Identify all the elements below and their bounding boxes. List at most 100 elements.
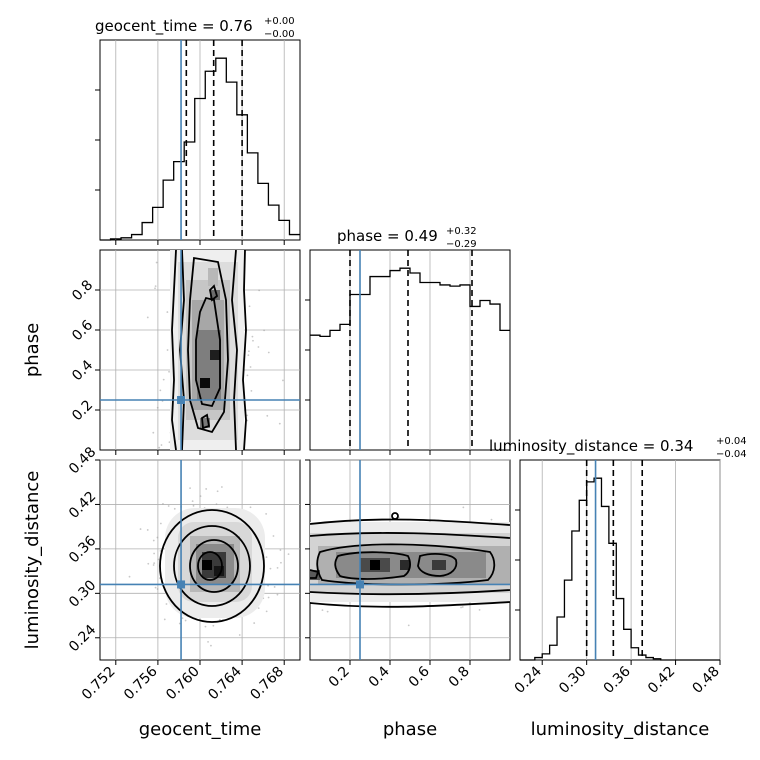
scatter-point [407,624,410,627]
scatter-point [267,596,270,599]
scatter-point [178,622,181,625]
svg-text:geocent_time = 0.76: geocent_time = 0.76 [95,17,253,36]
panel-hist-luminosity-distance [519,459,721,661]
tick-label: 0.2 [69,397,96,424]
tick-label: 0.752 [79,664,119,704]
scatter-point [247,354,250,357]
contour-line [310,532,510,596]
density-block [200,418,210,428]
scatter-point [276,593,279,596]
svg-text:+0.32: +0.32 [446,226,477,237]
contour-line [209,284,219,302]
tick-label: 0.42 [66,488,99,521]
contour-line [391,512,399,520]
svg-text:−0.29: −0.29 [446,239,477,250]
scatter-point [478,608,481,611]
scatter-point [146,529,149,531]
scatter-point [257,607,260,610]
density-block [336,552,486,578]
scatter-point [152,539,155,542]
density-block [210,350,220,360]
contour-line [159,509,265,623]
scatter-point [166,349,169,351]
scatter-point [168,441,171,444]
histogram-step-geocent_time [100,57,300,241]
svg-text:−0.00: −0.00 [264,29,295,40]
contour-line [334,551,411,580]
scatter-point [181,617,184,620]
scatter-point [257,346,260,348]
density-block [200,378,210,388]
density-block [208,268,218,286]
scatter-point [189,487,191,489]
xlabel-luminosity-distance: luminosity_distance [531,719,710,740]
scatter-point [184,619,187,622]
scatter-point [159,389,162,392]
scatter-point [163,618,166,621]
scatter-point [204,625,207,628]
scatter-point [192,504,195,507]
density-block [210,290,220,300]
scatter-point [218,618,221,621]
truth-marker [177,396,186,404]
density-block [370,560,380,570]
contour-line [179,250,238,450]
panel-hist-phase [309,249,511,451]
density-block [197,330,221,400]
scatter-point [168,370,170,373]
tick-label: 0.760 [163,664,203,704]
svg-text:+0.04: +0.04 [716,436,747,447]
scatter-point [156,406,159,409]
contours-phase-vs-distance [310,512,510,608]
scatter-point [265,610,268,613]
scatter-point [191,500,194,503]
tick-label: 0.768 [247,664,287,704]
contour-line [189,539,239,593]
scatter-point [162,378,165,381]
scatter-point [287,553,290,555]
scatter-point [199,495,202,498]
scatter-point [216,490,219,493]
scatter-point [154,287,156,290]
tick-label: 0.6 [406,663,433,690]
scatter-point [157,558,160,561]
tick-label: 0.36 [66,533,99,566]
title-phase: phase = 0.49 +0.32 −0.29 [337,226,477,250]
density-block [214,566,224,576]
svg-text:−0.04: −0.04 [716,449,747,460]
scatter-point [158,446,161,449]
scatter-point [273,586,276,588]
svg-text:luminosity_distance = 0.34: luminosity_distance = 0.34 [489,437,693,456]
scatter-point [238,634,241,636]
tick-label: 0.4 [69,357,96,384]
scatter-point [207,640,209,643]
scatter-point [154,285,157,288]
scatter-point [246,374,249,377]
truth-marker [356,580,364,589]
scatter-point [250,389,253,392]
scatter-point [321,609,324,612]
scatter-point [266,414,269,417]
scatter-point [490,518,493,521]
scatter-point [153,552,156,555]
scatter-point [462,506,465,509]
scatter-point [155,261,158,264]
scatter-point [269,567,272,570]
density-block [432,560,446,570]
tick-label: 0.2 [326,664,353,691]
tick-label: 0.8 [446,664,473,691]
scatter-point [156,588,159,590]
xlabel-geocent-time: geocent_time [139,719,262,740]
scatter-point [272,535,275,537]
scatter-point [460,606,462,609]
tick-label: 0.48 [66,444,99,477]
scatter-point [265,556,268,559]
scatter-point [248,305,251,308]
svg-text:phase = 0.49: phase = 0.49 [337,227,438,245]
scatter-point [251,335,254,338]
contour-line [195,296,221,408]
scatter-point [278,422,281,425]
truth-lines [100,40,597,660]
contour-line [171,250,247,450]
tick-label: 0.48 [689,664,722,697]
